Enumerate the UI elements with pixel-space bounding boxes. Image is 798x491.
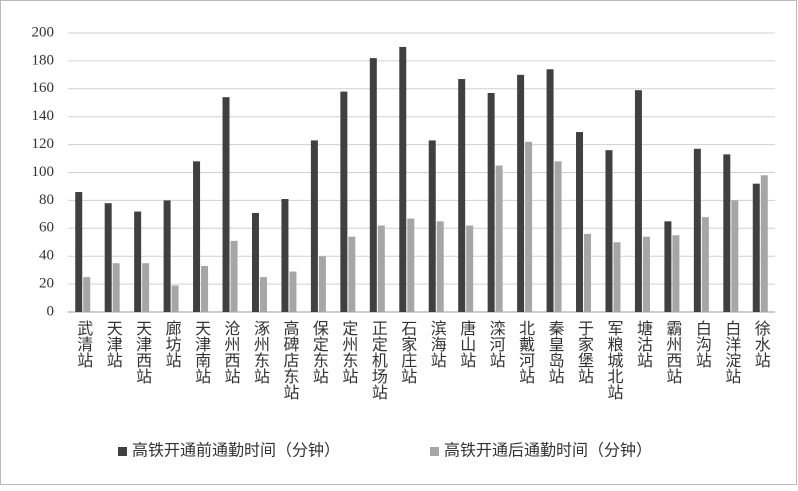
bar [83,277,91,312]
bar [163,200,171,312]
x-tick-label: 涿州东站 [251,320,270,384]
legend-swatch [118,447,127,456]
bar [230,240,238,312]
bar [554,161,562,312]
bar [525,141,533,312]
bar [134,211,142,312]
bar [318,256,326,312]
x-tick-label: 正定机场站 [369,320,388,400]
x-tick-label: 秦皇岛站 [546,320,565,384]
y-tick-label: 40 [39,248,54,264]
x-tick-label: 北戴河站 [516,320,535,384]
y-tick-label: 0 [47,303,55,319]
x-tick-label: 天津南站 [192,320,211,384]
x-tick-label: 徐水站 [752,320,771,368]
y-tick-label: 160 [32,80,55,96]
bar [193,161,201,312]
bar [142,263,150,312]
bar [546,69,554,313]
bar [642,236,650,312]
x-tick-label: 天津站 [104,320,123,368]
bar [584,233,592,312]
x-tick-label: 军粮城北站 [604,320,623,400]
bar [399,46,407,312]
bar [407,218,415,312]
x-tick-label: 滦河站 [487,320,506,368]
x-tick-label: 白洋淀站 [722,320,741,384]
bar [672,235,680,312]
x-tick-label: 廊坊站 [163,320,182,368]
bar [693,148,701,312]
bar [251,212,259,312]
x-tick-label: 定州东站 [339,320,358,384]
bar [760,175,768,312]
bar [517,74,525,312]
bar [613,242,621,312]
bar [466,225,474,312]
y-tick-label: 100 [32,164,55,180]
bar [377,225,385,312]
bar [605,150,613,312]
x-tick-label: 保定东站 [310,320,329,384]
legend-label: 高铁开通前通勤时间（分钟） [132,442,340,460]
y-tick-label: 20 [39,276,54,292]
bar [458,79,466,312]
x-tick-label: 霸州西站 [663,320,682,384]
bar [664,221,672,312]
x-tick-label: 沧州西站 [222,320,241,384]
y-tick-label: 140 [32,108,55,124]
x-tick-label: 武清站 [74,320,93,368]
y-tick-label: 200 [32,24,55,40]
bar [701,217,709,312]
x-tick-label: 于家堡站 [575,320,594,384]
bar [281,199,289,312]
y-tick-label: 120 [32,136,55,152]
y-tick-label: 60 [39,220,54,236]
y-tick-label: 180 [32,52,55,68]
bar [723,154,731,312]
y-tick-label: 80 [39,192,54,208]
bar [259,277,267,312]
bar [576,132,584,312]
x-tick-label: 石家庄站 [398,320,417,384]
bar [436,221,444,312]
x-tick-label: 天津西站 [133,320,152,384]
bar [634,90,642,312]
bar [112,263,120,312]
legend-label: 高铁开通后通勤时间（分钟） [444,442,652,460]
bar [75,192,83,312]
x-tick-label: 白沟站 [693,320,712,368]
bar [201,265,209,312]
bar [222,97,230,312]
bar [348,236,356,312]
bar [495,165,503,312]
bar [340,91,348,312]
x-tick-label: 塘沽站 [634,320,653,368]
bar [171,285,179,312]
bar [289,271,297,312]
bar [104,203,112,312]
bar [731,200,739,312]
legend-swatch [430,447,439,456]
bar [310,140,318,312]
x-tick-label: 唐山站 [457,320,476,368]
bar [487,92,495,312]
bar [428,140,436,312]
bar [752,183,760,312]
bar [369,58,377,312]
x-tick-label: 滨海站 [428,320,447,368]
x-tick-label: 高碑店东站 [280,320,299,400]
